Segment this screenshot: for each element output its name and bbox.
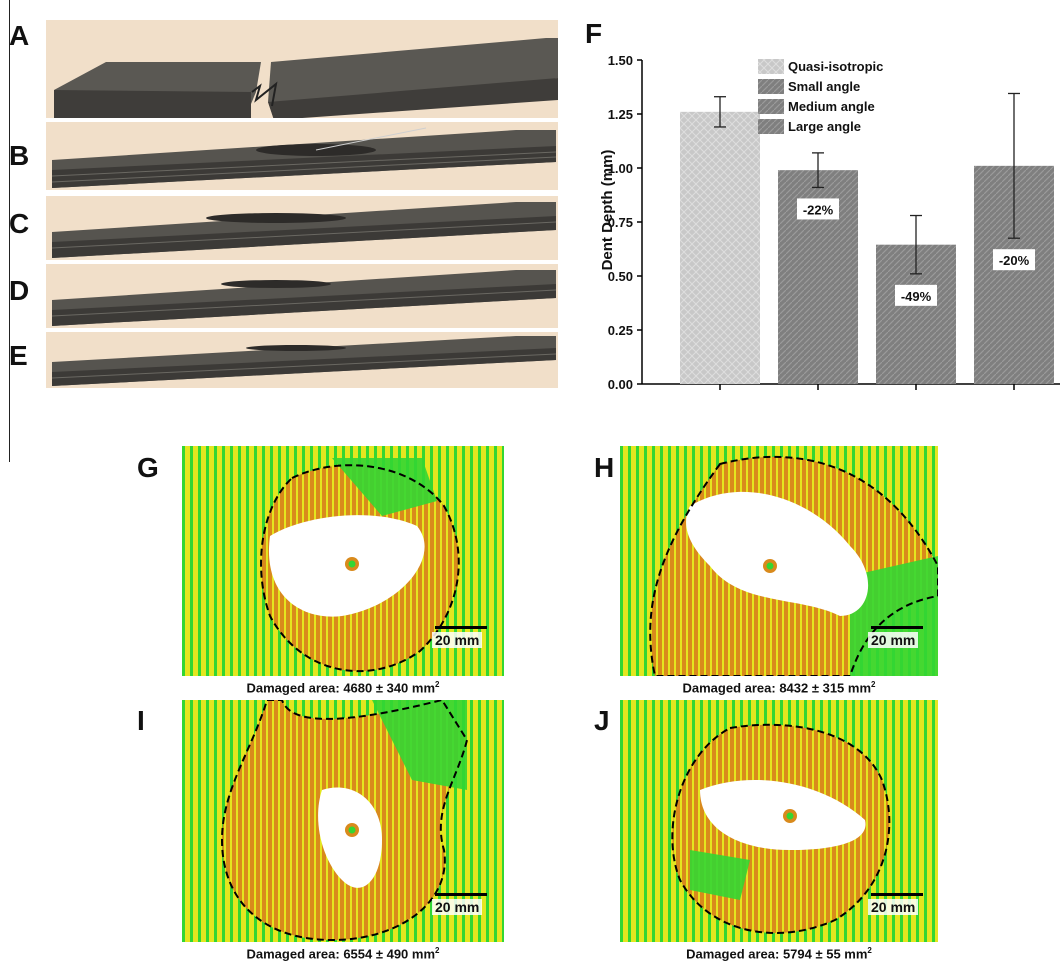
legend-label: Small angle (788, 79, 860, 94)
panel-label-b: B (9, 140, 30, 171)
caption-superscript: 2 (435, 680, 440, 689)
photo-laminate-b (46, 122, 558, 190)
svg-text:-22%: -22% (803, 202, 834, 217)
y-tick-label: 1.00 (608, 161, 633, 176)
photo-laminate-e (46, 332, 558, 388)
panel-label-f: F (585, 18, 603, 49)
legend-swatch (758, 59, 784, 74)
scale-label: 20 mm (432, 632, 483, 648)
scale-bar-i: 20 mm (432, 893, 487, 917)
caption-text: Damaged area: 4680 ± 340 mm (246, 680, 436, 696)
photo-laminate-d (46, 264, 558, 328)
caption-superscript: 2 (871, 680, 876, 689)
delamination-core (700, 780, 866, 850)
legend-swatch (758, 119, 784, 134)
legend-label: Quasi-isotropic (788, 59, 883, 74)
delamination-core (686, 491, 869, 616)
caption-text: Damaged area: 8432 ± 315 mm (682, 680, 872, 696)
panel-label-d: D (9, 275, 30, 306)
scale-label: 20 mm (432, 899, 483, 915)
panel-label-e: E (9, 340, 28, 371)
caption-superscript: 2 (435, 946, 440, 955)
bar-percent-label: -20% (993, 249, 1035, 271)
scale-bar-g: 20 mm (432, 626, 487, 650)
legend-swatch (758, 79, 784, 94)
panel-label-h: H (594, 452, 615, 483)
legend-swatch (758, 99, 784, 114)
y-tick-label: 0.00 (608, 377, 633, 392)
damaged-area-caption-g: Damaged area: 4680 ± 340 mm2 (143, 680, 543, 695)
caption-text: Damaged area: 6554 ± 490 mm (246, 946, 436, 962)
impact-point-center (348, 560, 356, 568)
caption-superscript: 2 (867, 946, 872, 955)
damaged-area-caption-i: Damaged area: 6554 ± 490 mm2 (143, 946, 543, 961)
panel-label-i: I (137, 705, 145, 736)
panel-label-c: C (9, 208, 30, 239)
caption-text: Damaged area: 5794 ± 55 mm (686, 946, 868, 962)
panel-label-j: J (594, 705, 610, 736)
error-bar (1008, 92, 1020, 239)
damage-outline (260, 464, 460, 673)
y-axis-label: Dent Depth (mm) (599, 150, 616, 271)
dent-depth-bar-chart: Dent Depth (mm) 0.00 0.25 0.50 0.75 1.00 1.25… (599, 53, 1060, 392)
y-tick-label: 1.50 (608, 53, 633, 68)
impact-point-center (348, 826, 356, 834)
scale-label: 20 mm (868, 632, 919, 648)
damage-outline (671, 723, 891, 934)
scale-label: 20 mm (868, 899, 919, 915)
y-tick-label: 0.25 (608, 323, 633, 338)
scale-bar-j: 20 mm (868, 893, 923, 917)
bar-quasi-isotropic (680, 111, 760, 384)
green-zone (372, 700, 467, 790)
damage-outline (649, 455, 938, 676)
y-tick-label: 0.50 (608, 269, 633, 284)
impact-point-center (786, 812, 794, 820)
impact-point-center (766, 562, 774, 570)
damage-map-quasi-isotropic (182, 446, 504, 676)
delamination-core (318, 787, 382, 888)
svg-text:-49%: -49% (901, 289, 932, 304)
error-bar (812, 152, 824, 189)
green-zone (332, 458, 437, 516)
photo-fractured-laminate (46, 20, 558, 118)
damaged-area-caption-h: Damaged area: 8432 ± 315 mm2 (579, 680, 979, 695)
panel-label-a: A (9, 20, 30, 51)
bar-percent-label: -22% (797, 198, 839, 220)
green-zone (690, 850, 750, 900)
damage-map-medium-angle (182, 700, 504, 942)
y-tick-label: 0.75 (608, 215, 633, 230)
damaged-area-caption-j: Damaged area: 5794 ± 55 mm2 (579, 946, 979, 961)
panel-label-g: G (137, 452, 159, 483)
chart-legend: Quasi-isotropic Small angle Medium angle La… (758, 59, 883, 134)
bar-percent-label: -49% (895, 284, 937, 306)
legend-label: Medium angle (788, 99, 875, 114)
scale-bar-h: 20 mm (868, 626, 923, 650)
error-bar (714, 96, 726, 128)
y-tick-label: 1.25 (608, 107, 633, 122)
svg-text:-20%: -20% (999, 253, 1030, 268)
error-bar (910, 214, 922, 275)
legend-label: Large angle (788, 119, 861, 134)
panel-divider-line (9, 0, 10, 462)
photo-laminate-c (46, 196, 558, 260)
damage-outline (220, 700, 469, 942)
